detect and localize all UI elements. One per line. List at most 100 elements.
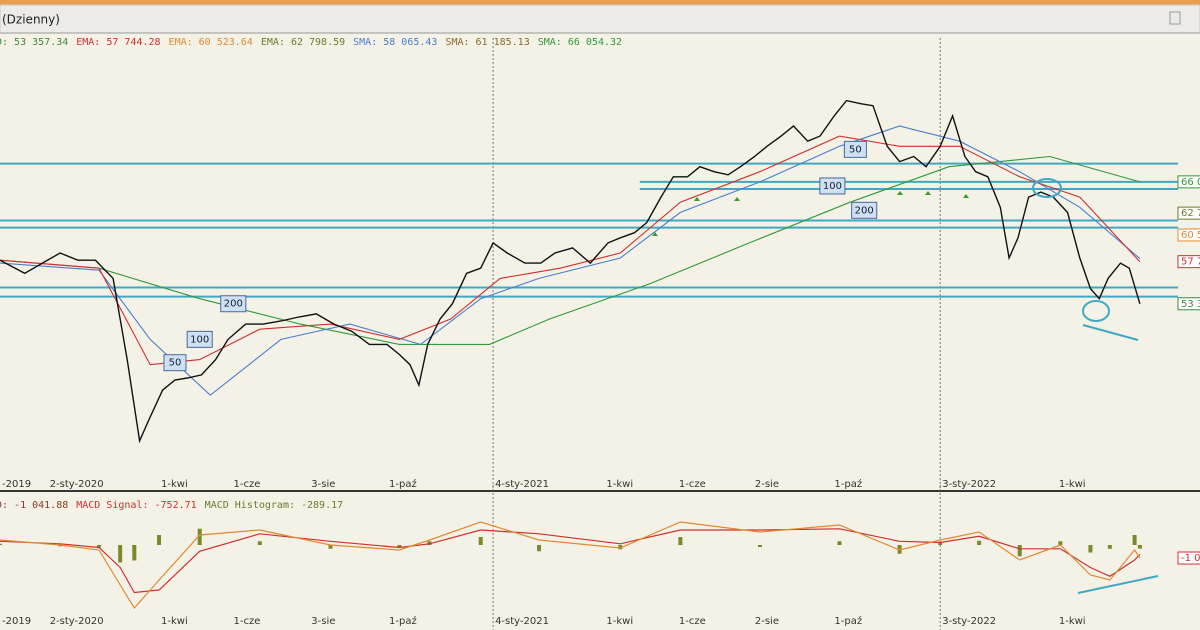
value-tag	[1177, 175, 1200, 189]
x-tick-label: 3-sie	[311, 479, 335, 490]
value-tag-label: 62 7	[1181, 208, 1200, 219]
x-tick-label: 3-sty-2022	[942, 616, 996, 627]
arrow-up	[734, 197, 740, 201]
arrow-up	[652, 232, 658, 236]
value-tag-label: 60 5	[1181, 230, 1200, 241]
window-title: (Dzienny)	[2, 13, 60, 27]
legend-entry: SMA: 61 185.13	[445, 37, 529, 48]
value-tag	[1177, 206, 1200, 220]
annotation-label: 100	[823, 181, 842, 192]
ma-annotation: 50	[163, 354, 187, 372]
histogram-bar	[1088, 545, 1093, 553]
title-bar	[0, 4, 1200, 34]
x-tick-label: 1-kwi	[606, 479, 633, 490]
x-tick-label: 3-sie	[311, 616, 335, 627]
highlight-circle	[1032, 178, 1062, 198]
x-tick-label: 1-kwi	[161, 479, 188, 490]
legend-entry: EMA: 57 744.28	[76, 37, 160, 48]
restore-button[interactable]	[1169, 11, 1181, 25]
moving-average	[0, 125, 1141, 396]
x-tick-label: 1-paź	[389, 615, 417, 627]
x-tick-label: 2-sie	[755, 616, 779, 627]
x-tick-label: -2019	[2, 616, 31, 627]
x-tick-label: 1-cze	[234, 616, 261, 627]
arrow-up	[963, 194, 969, 198]
annotation-label: 100	[190, 334, 209, 345]
x-tick-label: 2-sie	[755, 479, 779, 490]
histogram-bar	[397, 545, 402, 548]
histogram-bar	[132, 545, 137, 561]
histogram-bar	[1107, 545, 1112, 549]
top-border	[0, 0, 1200, 5]
histogram-bar	[257, 541, 262, 545]
signal-arrows	[652, 191, 969, 236]
highlight-circle	[1082, 300, 1110, 322]
price-line	[0, 99, 1141, 444]
legend-entry: SMA: 58 065.43	[353, 37, 437, 48]
value-tag-label: 66 0	[1181, 177, 1200, 188]
histogram-bar	[0, 543, 2, 545]
x-tick-label: 1-kwi	[1059, 616, 1086, 627]
histogram-bar	[1137, 545, 1142, 549]
legend-entry: MACD Histogram: -289.17	[205, 500, 343, 511]
histogram-bar	[427, 541, 432, 545]
annotation-box	[186, 330, 213, 348]
x-tick-label: 1-paź	[389, 478, 417, 490]
legend-entry: EMA: 62 798.59	[261, 37, 345, 48]
ma-annotation: 100	[186, 330, 213, 348]
x-tick-label: 1-cze	[679, 479, 706, 490]
histogram-bar	[537, 545, 542, 552]
x-tick-label: 2-sty-2020	[50, 616, 104, 627]
trend-line	[1077, 575, 1159, 594]
histogram-bar	[757, 545, 762, 547]
legend-entry: SMA: 66 054.32	[538, 37, 622, 48]
legend-entry: D: 53 357.34	[0, 37, 68, 48]
legend-entry: MACD Signal: -752.71	[76, 500, 196, 511]
macd-line	[0, 521, 1141, 610]
histogram-bar	[118, 545, 123, 563]
histogram-bar	[157, 535, 162, 545]
ma-annotation: 200	[220, 295, 247, 313]
x-tick-label: 1-paź	[834, 615, 862, 627]
histogram-bar	[678, 537, 683, 545]
annotation-label: 200	[855, 205, 874, 216]
histogram-bar	[938, 542, 943, 545]
x-tick-label: 4-sty-2021	[495, 479, 549, 490]
legend-entry: EMA: 60 523.64	[169, 37, 253, 48]
value-tag	[1177, 255, 1200, 269]
moving-average	[0, 155, 1141, 345]
arrow-up	[897, 191, 903, 195]
legend-entry: D: -1 041.88	[0, 500, 68, 511]
ma-annotation: 100	[819, 177, 846, 195]
arrow-up	[925, 191, 931, 195]
macd-line	[0, 528, 1141, 594]
histogram-bar	[328, 545, 333, 549]
histogram-bar	[478, 537, 483, 545]
annotation-label: 50	[169, 358, 182, 369]
x-tick-label: -2019	[2, 479, 31, 490]
histogram-bar	[96, 545, 101, 548]
annotation-box	[851, 201, 878, 219]
moving-average	[0, 135, 1141, 366]
histogram-bar	[1132, 535, 1137, 545]
value-tag	[1177, 297, 1200, 311]
annotation-box	[819, 177, 846, 195]
annotation-box	[163, 354, 187, 372]
x-tick-label: 4-sty-2021	[495, 616, 549, 627]
x-tick-label: 1-cze	[234, 479, 261, 490]
trend-line	[1082, 324, 1139, 341]
annotation-box	[220, 295, 247, 313]
annotation-label: 50	[849, 144, 862, 155]
arrow-up	[694, 197, 700, 201]
x-tick-label: 1-kwi	[606, 616, 633, 627]
plot-layer: -2019 2-sty-2020 1-kwi 1-cze 3-sie 1-paź 4-sty…	[0, 37, 1200, 630]
ma-annotation: 50	[843, 140, 867, 158]
x-tick-label: 1-kwi	[161, 616, 188, 627]
x-tick-label: 1-kwi	[1059, 479, 1086, 490]
x-tick-label: 2-sty-2020	[50, 479, 104, 490]
value-tag-label: 53 3	[1181, 299, 1200, 310]
histogram-bar	[58, 545, 63, 547]
x-tick-label: 3-sty-2022	[942, 479, 996, 490]
